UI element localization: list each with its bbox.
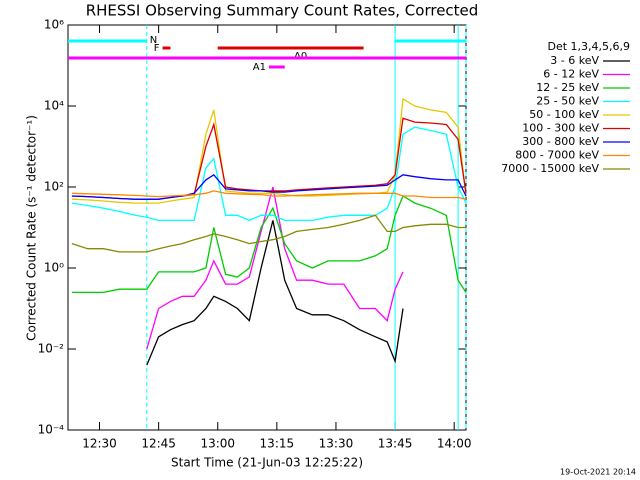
y-tick-label: 10⁰ bbox=[44, 261, 64, 275]
legend-label: 12 - 25 keV bbox=[536, 81, 599, 94]
series-line bbox=[71, 117, 467, 200]
legend-label: 100 - 300 keV bbox=[522, 122, 599, 135]
series-line bbox=[71, 173, 467, 200]
x-tick-label: 13:15 bbox=[260, 437, 295, 451]
series-line bbox=[146, 220, 404, 366]
legend-label: 25 - 50 keV bbox=[536, 95, 599, 108]
footer: 19-Oct-2021 20:14 bbox=[560, 468, 636, 477]
series-line bbox=[71, 214, 466, 253]
legend-label: 50 - 100 keV bbox=[529, 108, 599, 121]
x-tick-label: 12:45 bbox=[141, 437, 176, 451]
legend-label: 800 - 7000 keV bbox=[515, 149, 599, 162]
chart-title: RHESSI Observing Summary Count Rates, Co… bbox=[86, 2, 479, 20]
x-tick-label: 13:30 bbox=[319, 437, 354, 451]
flag-label: F bbox=[154, 43, 160, 54]
y-tick-label: 10⁻² bbox=[38, 342, 65, 356]
legend-label: 300 - 800 keV bbox=[522, 135, 599, 148]
legend-label: 3 - 6 keV bbox=[550, 54, 599, 67]
series-line bbox=[146, 186, 404, 350]
x-tick-label: 13:45 bbox=[378, 437, 413, 451]
series-line bbox=[71, 97, 467, 204]
flag-label: N bbox=[150, 35, 157, 46]
series-line bbox=[71, 195, 467, 294]
legend-label: 7000 - 15000 keV bbox=[501, 162, 599, 175]
series-line bbox=[71, 126, 467, 222]
flag-label: A1 bbox=[253, 62, 266, 73]
legend-title: Det 1,3,4,5,6,9 bbox=[547, 40, 630, 53]
y-tick-label: 10² bbox=[44, 180, 64, 194]
x-axis-label: Start Time (21-Jun-03 12:25:22) bbox=[171, 456, 363, 470]
legend-label: 6 - 12 keV bbox=[543, 68, 599, 81]
x-tick-label: 14:00 bbox=[437, 437, 472, 451]
series-line bbox=[71, 190, 467, 200]
y-tick-label: 10⁴ bbox=[44, 99, 64, 113]
y-axis-label: Corrected Count Rate (s⁻¹ detector⁻¹) bbox=[25, 115, 39, 341]
x-tick-label: 12:30 bbox=[82, 437, 117, 451]
y-tick-label: 10⁻⁴ bbox=[38, 423, 65, 437]
y-tick-label: 10⁶ bbox=[44, 18, 64, 32]
x-tick-label: 13:00 bbox=[200, 437, 235, 451]
